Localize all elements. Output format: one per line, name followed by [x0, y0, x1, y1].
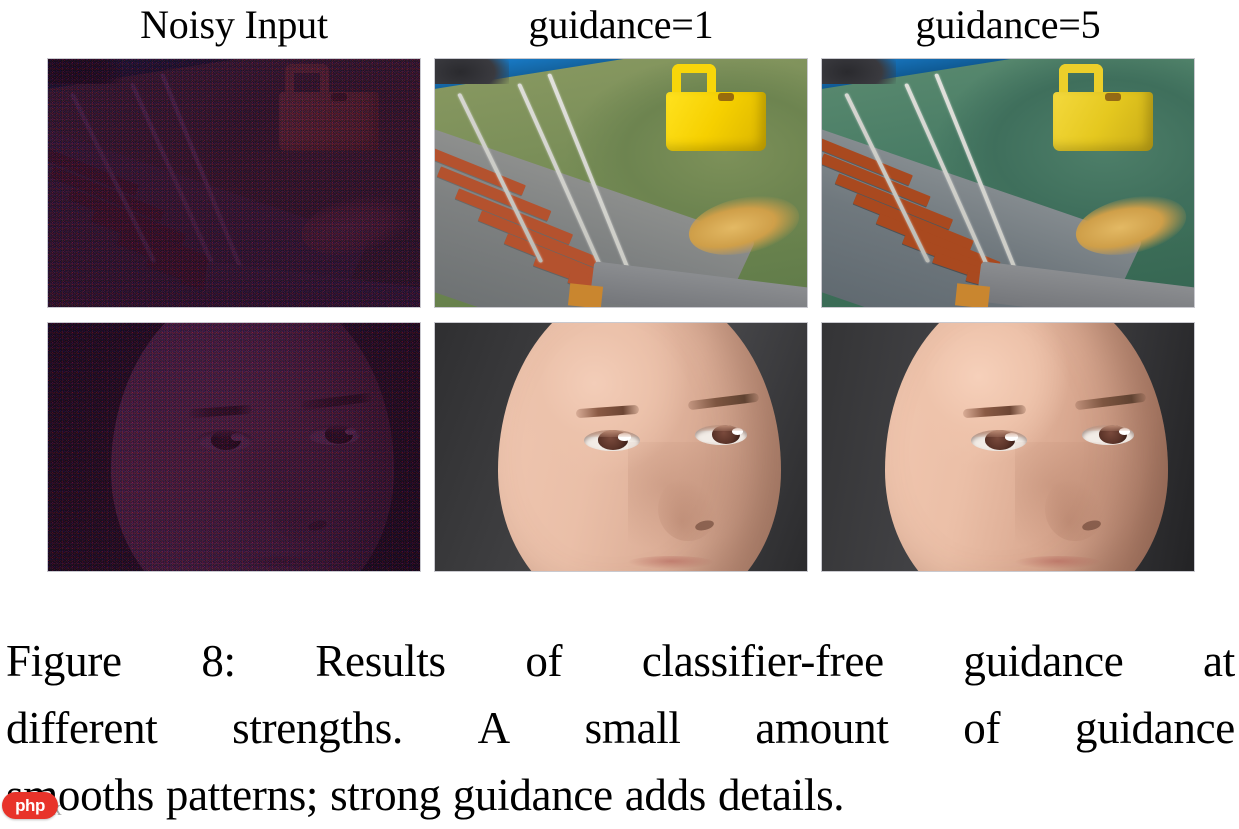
caption-word: different — [6, 703, 158, 753]
caption-word: classifier-free — [641, 636, 884, 686]
yellow-toy-block — [665, 63, 767, 151]
caption-word: 8: — [201, 636, 236, 686]
orange-ground-patch — [954, 282, 991, 307]
nose — [658, 476, 718, 542]
caption-line-3: smooths patterns; strong guidance adds d… — [6, 770, 845, 820]
train-scene-guidance-5 — [822, 59, 1194, 307]
eye-left — [970, 429, 1027, 451]
panel-train-noisy-input — [47, 58, 421, 308]
caption-word: of — [963, 703, 1001, 753]
caption-word: Figure — [6, 636, 122, 686]
panel-face-noisy-input — [47, 322, 421, 572]
figure-caption: Figure 8: Results of classifier-free guidance… — [6, 628, 1235, 829]
panel-train-guidance-5 — [821, 58, 1195, 308]
caption-line-1: Figure 8: Results of classifier-free guidance… — [6, 628, 1235, 695]
image-row-face — [47, 322, 1195, 572]
noise-speckle-secondary — [48, 323, 420, 571]
panel-face-guidance-1 — [434, 322, 808, 572]
face-scene-guidance-1 — [435, 323, 807, 571]
caption-word: guidance — [963, 636, 1124, 686]
noise-speckle-secondary — [48, 59, 420, 307]
caption-word: Results — [315, 636, 446, 686]
column-header-noisy-input: Noisy Input — [140, 2, 328, 47]
dark-corner-shadow — [435, 59, 510, 84]
face-head — [885, 323, 1168, 571]
caption-word: A — [477, 703, 511, 753]
noise-speckle-primary — [48, 59, 420, 307]
caption-word: of — [525, 636, 563, 686]
face-head — [498, 323, 781, 571]
php-logo-icon: php — [2, 792, 58, 819]
column-header-guidance-5: guidance=5 — [915, 2, 1101, 47]
nose — [1045, 476, 1105, 542]
eye-right — [695, 424, 748, 445]
noise-layers — [48, 59, 420, 307]
yellow-toy-block — [1052, 63, 1154, 151]
column-header-row: Noisy Input guidance=1 guidance=5 — [47, 0, 1194, 52]
caption-word: at — [1203, 636, 1235, 686]
watermark-badge-text: php — [15, 796, 45, 815]
noise-layers — [48, 323, 420, 571]
watermark: ctzk php — [0, 789, 132, 822]
eye-left — [583, 429, 640, 451]
cheek-shading — [1015, 442, 1142, 552]
orange-ground-patch — [567, 282, 604, 307]
caption-word: strengths. — [232, 703, 403, 753]
train-scene-guidance-1 — [435, 59, 807, 307]
dark-corner-shadow — [822, 59, 897, 84]
caption-word: amount — [755, 703, 889, 753]
caption-word: small — [584, 703, 681, 753]
cheek-shading — [628, 442, 755, 552]
noise-speckle-primary — [48, 323, 420, 571]
lips — [628, 556, 714, 569]
image-row-train-set — [47, 58, 1195, 308]
panel-face-guidance-5 — [821, 322, 1195, 572]
face-scene-guidance-5 — [822, 323, 1194, 571]
caption-word: guidance — [1074, 703, 1235, 753]
eye-right — [1082, 424, 1135, 445]
lips — [1015, 556, 1101, 569]
column-header-guidance-1: guidance=1 — [528, 2, 714, 47]
panel-train-guidance-1 — [434, 58, 808, 308]
